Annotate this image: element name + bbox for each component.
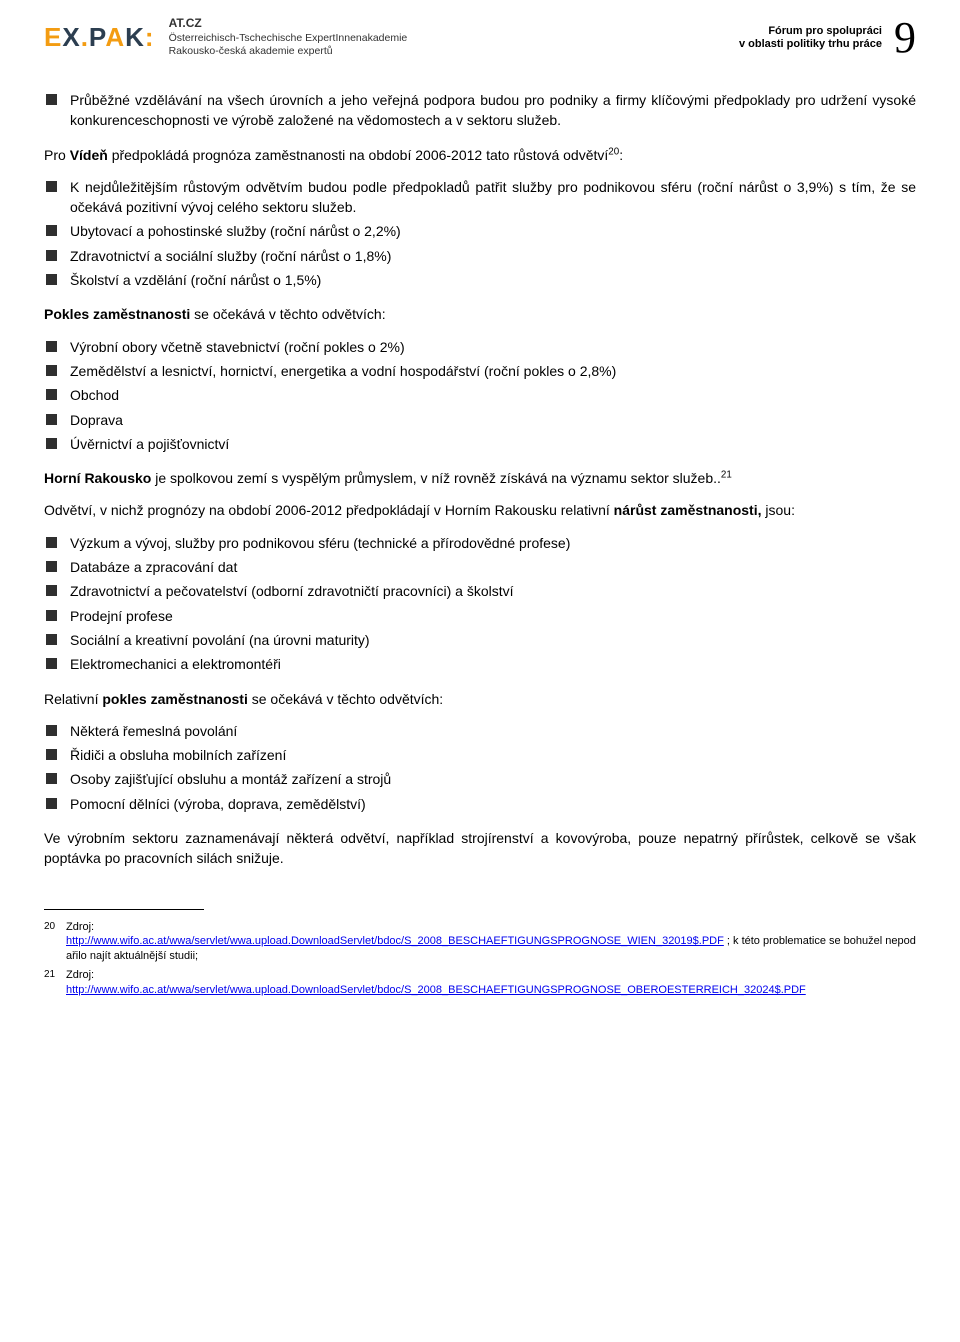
vienna-decline-bullets: Výrobní obory včetně stavebnictví (roční…: [44, 337, 916, 454]
forum-line2: v oblasti politiky trhu práce: [739, 38, 882, 51]
text-bold: Horní Rakousko: [44, 470, 151, 486]
list-item: Průběžné vzdělávání na všech úrovních a …: [44, 90, 916, 131]
page-header: EX.PAK: AT.CZ Österreichisch-Tschechisch…: [44, 16, 916, 60]
logo-dot: .: [81, 22, 89, 52]
text: jsou:: [762, 502, 795, 518]
list-item: Zdravotnictví a pečovatelství (odborní z…: [44, 581, 916, 601]
page-number: 9: [894, 16, 916, 60]
list-item: Obchod: [44, 385, 916, 405]
list-item: Pomocní dělníci (výroba, doprava, zemědě…: [44, 794, 916, 814]
logo-expak: EX.PAK:: [44, 19, 155, 57]
logo-a: A: [105, 22, 125, 52]
logo-e: E: [44, 22, 62, 52]
paragraph-relative-decline: Relativní pokles zaměstnanosti se očekáv…: [44, 689, 916, 709]
footnote-separator: [44, 909, 204, 910]
list-item: Zdravotnictví a sociální služby (roční n…: [44, 246, 916, 266]
text-bold: pokles zaměstnanosti: [102, 691, 248, 707]
footnote-label: Zdroj:: [66, 969, 94, 981]
list-item: Sociální a kreativní povolání (na úrovni…: [44, 630, 916, 650]
text: se očekává v těchto odvětvích:: [190, 306, 385, 322]
text: je spolkovou zemí s vyspělým průmyslem, …: [151, 470, 721, 486]
footnote-ref-20: 20: [608, 146, 619, 157]
logo-x: X: [62, 22, 80, 52]
upper-austria-decline-bullets: Některá řemeslná povolání Řidiči a obslu…: [44, 721, 916, 814]
logo-sub-line2: Österreichisch-Tschechische ExpertInnena…: [169, 32, 408, 46]
footnote-link-20[interactable]: http://www.wifo.ac.at/wwa/servlet/wwa.up…: [66, 935, 724, 947]
forum-line1: Fórum pro spolupráci: [739, 25, 882, 38]
text: Pro: [44, 147, 70, 163]
footnote-label: Zdroj:: [66, 921, 94, 933]
logo-k: K: [125, 22, 145, 52]
footnote-body: Zdroj: http://www.wifo.ac.at/wwa/servlet…: [66, 920, 916, 965]
list-item: K nejdůležitějším růstovým odvětvím budo…: [44, 177, 916, 218]
text-bold: Pokles zaměstnanosti: [44, 306, 190, 322]
paragraph-vienna: Pro Vídeň předpokládá prognóza zaměstnan…: [44, 145, 916, 165]
text: :: [619, 147, 623, 163]
header-right: Fórum pro spolupráci v oblasti politiky …: [739, 16, 916, 60]
list-item: Řidiči a obsluha mobilních zařízení: [44, 745, 916, 765]
list-item: Výrobní obory včetně stavebnictví (roční…: [44, 337, 916, 357]
list-item: Školství a vzdělání (roční nárůst o 1,5%…: [44, 270, 916, 290]
document-body: Průběžné vzdělávání na všech úrovních a …: [44, 90, 916, 998]
logo-sub-line3: Rakousko-česká akademie expertů: [169, 45, 408, 59]
text: předpokládá prognóza zaměstnanosti na ob…: [108, 147, 608, 163]
footnote-number: 20: [44, 920, 66, 965]
logo-subtitle: AT.CZ Österreichisch-Tschechische Expert…: [169, 16, 408, 59]
list-item: Některá řemeslná povolání: [44, 721, 916, 741]
list-item: Výzkum a vývoj, služby pro podnikovou sf…: [44, 533, 916, 553]
footnote-number: 21: [44, 968, 66, 998]
footnote-21: 21 Zdroj: http://www.wifo.ac.at/wwa/serv…: [44, 968, 916, 998]
paragraph-upper-austria-growth-intro: Odvětví, v nichž prognózy na období 2006…: [44, 500, 916, 520]
paragraph-final: Ve výrobním sektoru zaznamenávají někter…: [44, 828, 916, 869]
logo-p: P: [89, 22, 105, 52]
intro-bullets: Průběžné vzdělávání na všech úrovních a …: [44, 90, 916, 131]
vienna-growth-bullets: K nejdůležitějším růstovým odvětvím budo…: [44, 177, 916, 290]
list-item: Ubytovací a pohostinské služby (roční ná…: [44, 221, 916, 241]
logo-atcz: AT.CZ: [169, 16, 408, 32]
text: Relativní: [44, 691, 102, 707]
upper-austria-growth-bullets: Výzkum a vývoj, služby pro podnikovou sf…: [44, 533, 916, 675]
list-item: Prodejní profese: [44, 606, 916, 626]
footnote-ref-21: 21: [721, 470, 732, 481]
list-item: Úvěrnictví a pojišťovnictví: [44, 434, 916, 454]
footnote-body: Zdroj: http://www.wifo.ac.at/wwa/servlet…: [66, 968, 916, 998]
footnote-link-21[interactable]: http://www.wifo.ac.at/wwa/servlet/wwa.up…: [66, 984, 806, 996]
list-item: Databáze a zpracování dat: [44, 557, 916, 577]
list-item: Zemědělství a lesnictví, hornictví, ener…: [44, 361, 916, 381]
header-left: EX.PAK: AT.CZ Österreichisch-Tschechisch…: [44, 16, 407, 59]
footnote-20: 20 Zdroj: http://www.wifo.ac.at/wwa/serv…: [44, 920, 916, 965]
list-item: Elektromechanici a elektromontéři: [44, 654, 916, 674]
text-bold: Vídeň: [70, 147, 108, 163]
text-bold: nárůst zaměstnanosti,: [614, 502, 762, 518]
logo-colon: :: [145, 22, 155, 52]
forum-title: Fórum pro spolupráci v oblasti politiky …: [739, 25, 882, 51]
paragraph-upper-austria: Horní Rakousko je spolkovou zemí s vyspě…: [44, 468, 916, 488]
list-item: Doprava: [44, 410, 916, 430]
list-item: Osoby zajišťující obsluhu a montáž zaříz…: [44, 769, 916, 789]
footnotes: 20 Zdroj: http://www.wifo.ac.at/wwa/serv…: [44, 920, 916, 998]
paragraph-decline: Pokles zaměstnanosti se očekává v těchto…: [44, 304, 916, 324]
text: Odvětví, v nichž prognózy na období 2006…: [44, 502, 614, 518]
text: se očekává v těchto odvětvích:: [248, 691, 443, 707]
